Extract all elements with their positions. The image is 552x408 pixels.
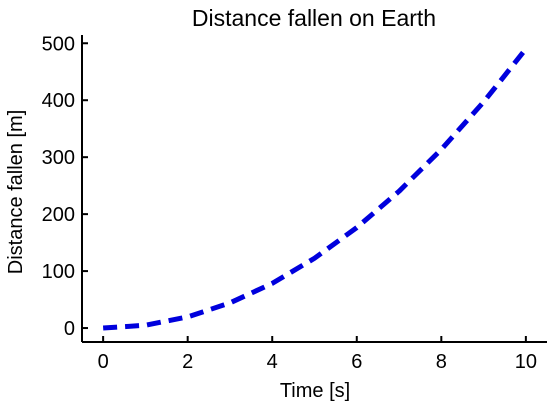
y-tick-label: 500	[42, 33, 75, 55]
x-tick-label: 6	[351, 351, 362, 373]
y-tick-label: 400	[42, 90, 75, 112]
x-tick-label: 0	[98, 351, 109, 373]
y-axis-label: Distance fallen [m]	[5, 110, 27, 275]
x-tick-label: 10	[515, 351, 537, 373]
y-tick-label: 0	[64, 318, 75, 340]
y-tick-label: 300	[42, 147, 75, 169]
plot-area	[81, 35, 547, 343]
x-tick-label: 4	[267, 351, 278, 373]
y-axis-ticks: 0 100 200 300 400 500	[42, 33, 88, 340]
x-axis-ticks: 0 2 4 6 8 10	[98, 336, 537, 373]
y-tick-label: 200	[42, 204, 75, 226]
x-tick-label: 2	[182, 351, 193, 373]
series-line	[102, 47, 528, 331]
chart-title: Distance fallen on Earth	[192, 5, 436, 31]
x-tick-label: 8	[436, 351, 447, 373]
x-axis-label: Time [s]	[280, 380, 350, 402]
y-tick-label: 100	[42, 261, 75, 283]
